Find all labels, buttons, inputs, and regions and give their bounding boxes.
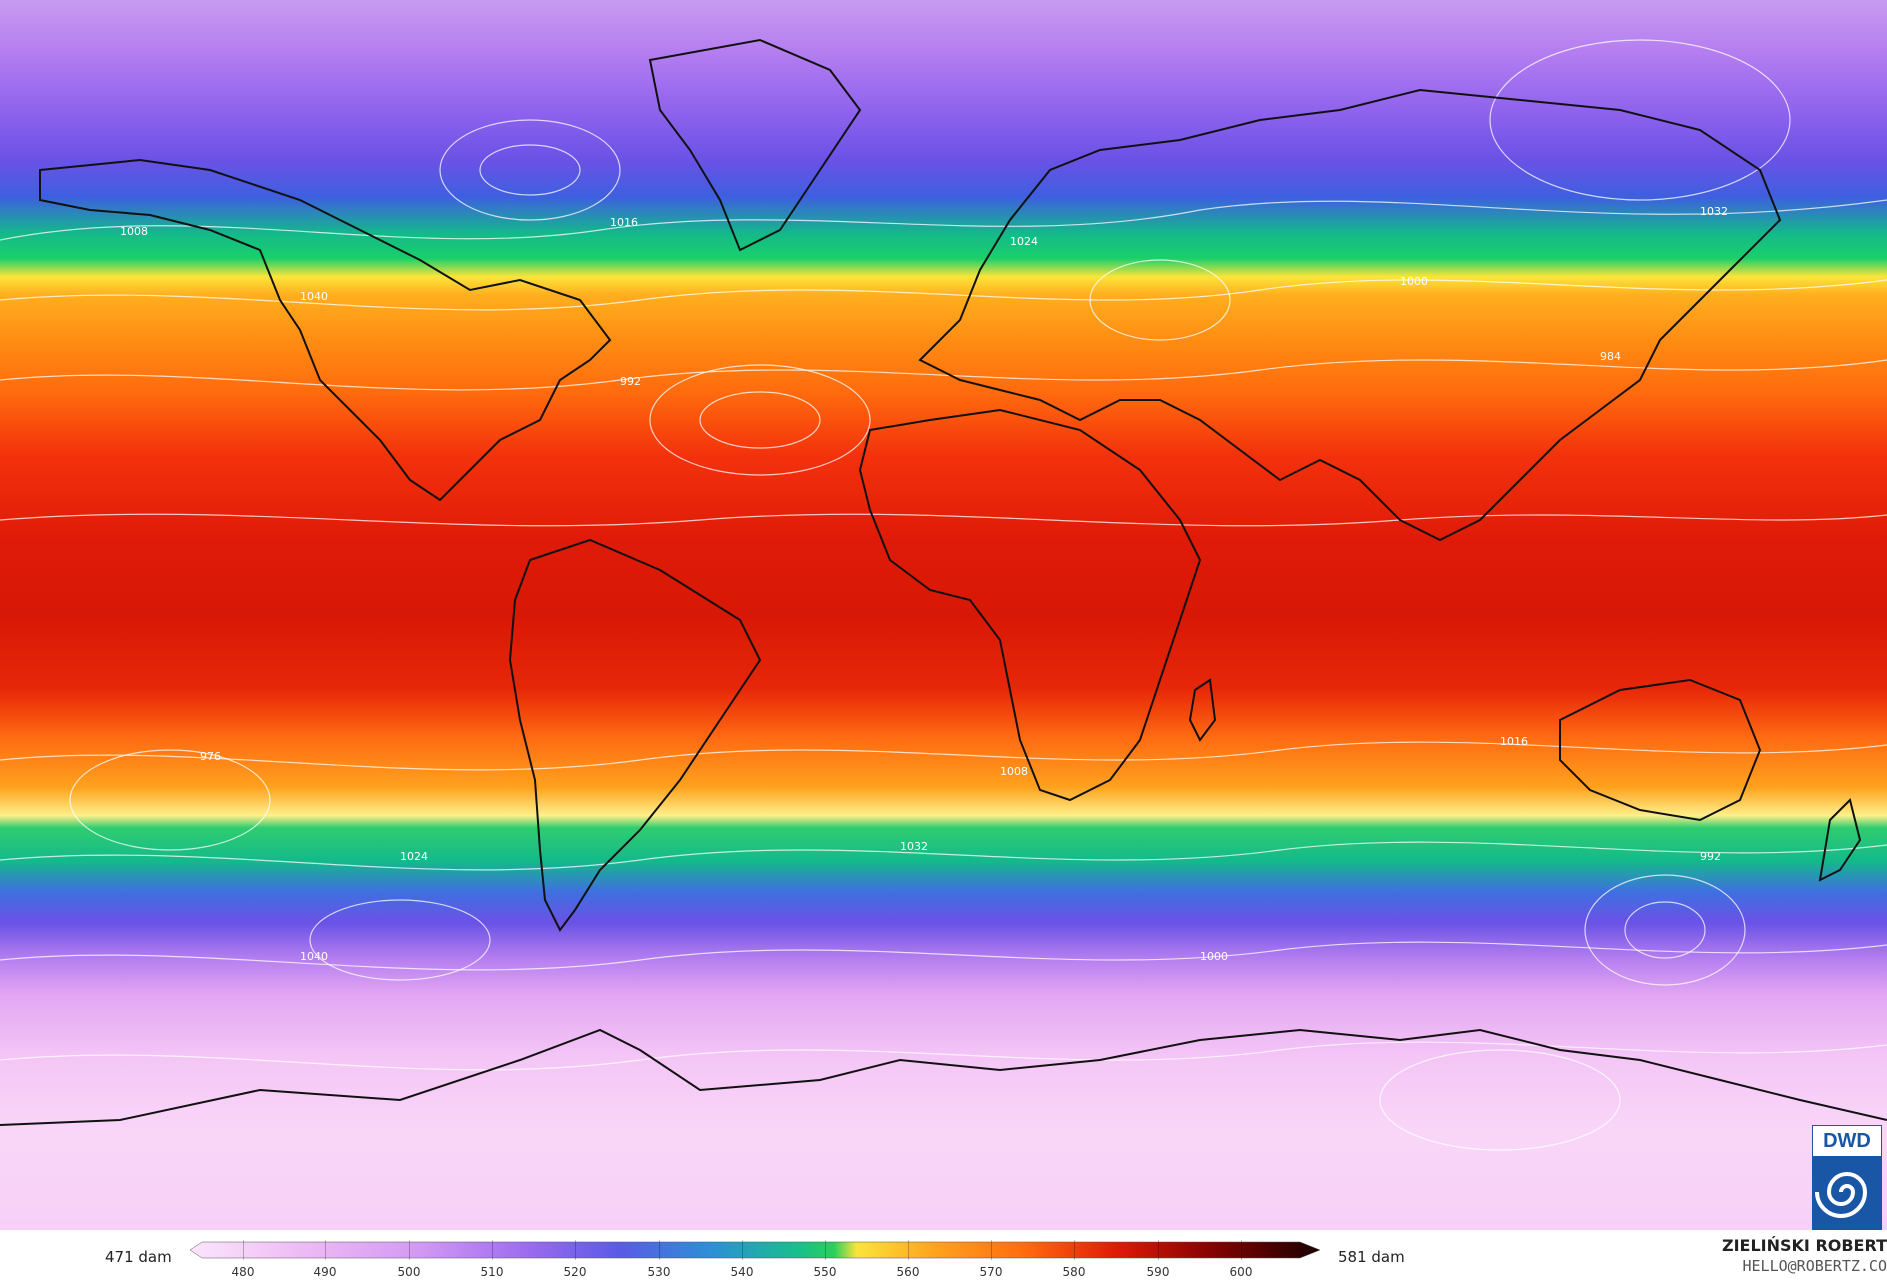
dwd-logo-emblem [1813, 1156, 1881, 1229]
colorbar-tick-label: 570 [979, 1265, 1003, 1279]
isobar-label: 992 [620, 375, 641, 388]
colorbar-tick-label: 500 [397, 1265, 421, 1279]
colorbar-tick [1158, 1240, 1159, 1260]
isobar-lines [0, 39, 1887, 1151]
colorbar-tick-label: 600 [1229, 1265, 1253, 1279]
colorbar-tick [825, 1240, 826, 1260]
colorbar-tick-label: 510 [480, 1265, 504, 1279]
colorbar-tick [492, 1240, 493, 1260]
isobar-label: 984 [1600, 350, 1621, 363]
colorbar-tick [243, 1240, 244, 1260]
colorbar-tick [1074, 1240, 1075, 1260]
scale-max-label: 581 dam [1338, 1248, 1405, 1266]
author-email[interactable]: HELLO@ROBERTZ.CO [1742, 1257, 1887, 1275]
isobar-label: 1016 [1500, 735, 1528, 748]
colorbar-tick [325, 1240, 326, 1260]
author-credit: ZIELIŃSKI ROBERT HELLO@ROBERTZ.CO [1627, 1236, 1887, 1275]
isobar-label: 992 [1700, 850, 1721, 863]
map-overlay: 1008 1016 1024 1032 1040 1000 992 984 976 1008 101… [0, 38, 1887, 1151]
isobar-label: 1024 [1010, 235, 1038, 248]
isobar-label: 1008 [120, 225, 148, 238]
colorbar [190, 1241, 1320, 1259]
isobar-label: 1008 [1000, 765, 1028, 778]
colorbar-tick [991, 1240, 992, 1260]
isobar-label: 976 [200, 750, 221, 763]
colorbar-tick-label: 530 [647, 1265, 671, 1279]
colorbar-tick-label: 540 [730, 1265, 754, 1279]
scale-min-label: 471 dam [105, 1248, 172, 1266]
isobar-label: 1000 [1200, 950, 1228, 963]
colorbar-tick-label: 580 [1062, 1265, 1086, 1279]
swirl-icon [1815, 1172, 1868, 1218]
author-name: ZIELIŃSKI ROBERT [1721, 1236, 1887, 1255]
isobar-label: 1000 [1400, 275, 1428, 288]
colorbar-tick-label: 590 [1146, 1265, 1170, 1279]
isobar-label: 1016 [610, 216, 638, 229]
colorbar-tick [659, 1240, 660, 1260]
colorbar-tick [1241, 1240, 1242, 1260]
colorbar-tick-label: 490 [313, 1265, 337, 1279]
colorbar-tick-label: 560 [896, 1265, 920, 1279]
colorbar-tick-label: 520 [563, 1265, 587, 1279]
colorbar-tick-label: 550 [813, 1265, 837, 1279]
isobar-label: 1040 [300, 950, 328, 963]
isobar-label: 1032 [1700, 205, 1728, 218]
isobar-label: 1024 [400, 850, 428, 863]
legend-footer: 471 dam [0, 1230, 1887, 1287]
dwd-logo: DWD [1812, 1125, 1882, 1230]
isobar-label: 1032 [900, 840, 928, 853]
geopotential-map: 1008 1016 1024 1032 1040 1000 992 984 976 1008 101… [0, 0, 1887, 1230]
isobar-label: 1040 [300, 290, 328, 303]
colorbar-tick [908, 1240, 909, 1260]
coastline-outlines [0, 38, 1887, 1126]
colorbar-tick [409, 1240, 410, 1260]
colorbar-tick-label: 480 [231, 1265, 255, 1279]
colorbar-tick [742, 1240, 743, 1260]
colorbar-tick [575, 1240, 576, 1260]
dwd-logo-text: DWD [1813, 1126, 1881, 1156]
